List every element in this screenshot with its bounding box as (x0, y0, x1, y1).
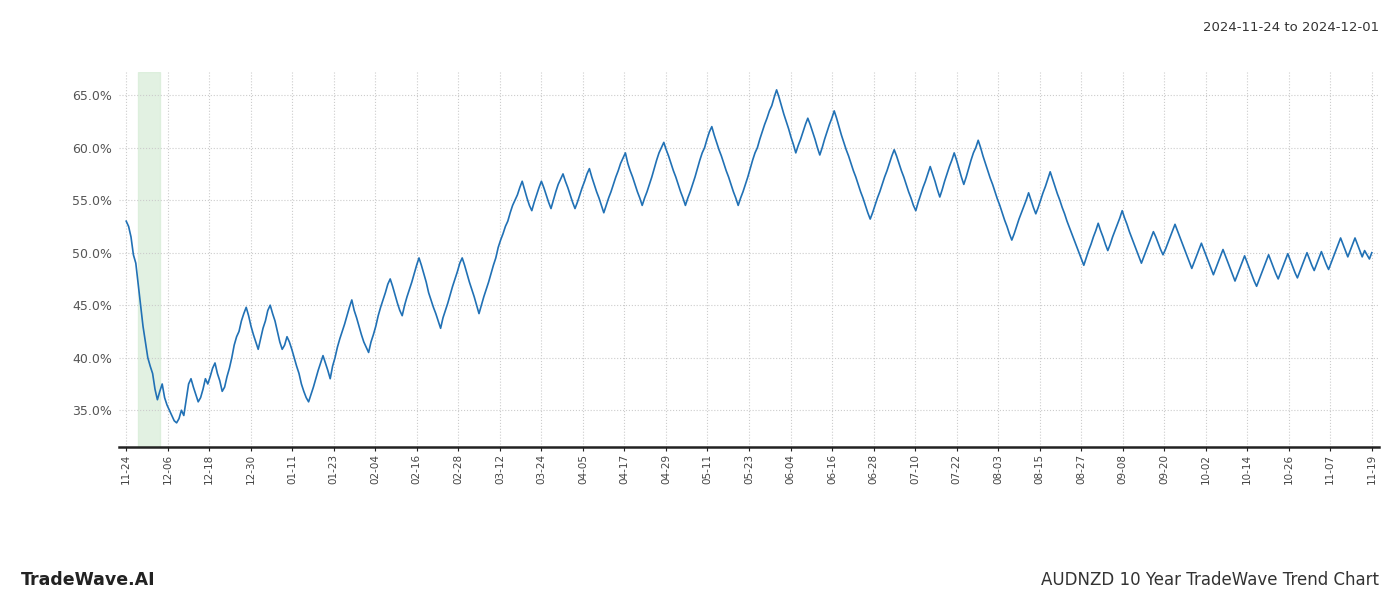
Text: 2024-11-24 to 2024-12-01: 2024-11-24 to 2024-12-01 (1203, 21, 1379, 34)
Text: TradeWave.AI: TradeWave.AI (21, 571, 155, 589)
Bar (139, 72, 160, 447)
Text: AUDNZD 10 Year TradeWave Trend Chart: AUDNZD 10 Year TradeWave Trend Chart (1042, 571, 1379, 589)
